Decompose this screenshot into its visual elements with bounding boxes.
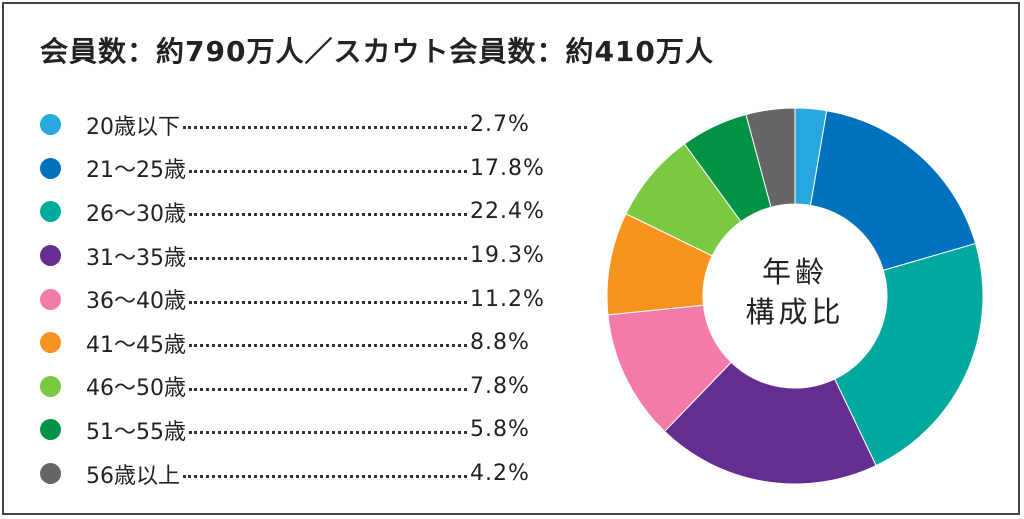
legend-swatch (40, 157, 61, 179)
leader-dots (189, 169, 467, 173)
legend-label: 31～35歳 (86, 245, 186, 271)
legend-label: 26～30歳 (86, 201, 186, 227)
legend-swatch (40, 419, 61, 441)
chart-title: 会員数：約790万人／スカウト会員数：約410万人 (40, 35, 714, 68)
legend-item: 36～40歳 11.2% (40, 277, 545, 321)
legend: 20歳以下 2.7% 21～25歳 17.8% 26～30歳 22.4% 31～35歳 19.… (40, 103, 545, 495)
legend-value: 4.2% (470, 461, 530, 487)
legend-value: 11.2% (470, 286, 545, 312)
legend-item: 46～50歳 7.8% (40, 365, 545, 409)
leader-dots (183, 475, 467, 479)
legend-item: 26～30歳 22.4% (40, 190, 545, 234)
legend-value: 17.8% (470, 155, 545, 181)
legend-label: 56歳以上 (86, 463, 180, 489)
legend-item: 51～55歳 5.8% (40, 408, 545, 452)
leader-dots (183, 126, 467, 130)
legend-swatch (40, 375, 61, 397)
legend-label: 41～45歳 (86, 332, 186, 358)
legend-swatch (40, 114, 61, 136)
legend-item: 41～45歳 8.8% (40, 321, 545, 365)
leader-dots (189, 257, 467, 261)
legend-swatch (40, 245, 61, 267)
center-label-line-1: 年齢 (761, 255, 828, 289)
legend-item: 31～35歳 19.3% (40, 234, 545, 278)
legend-item: 21～25歳 17.8% (40, 147, 545, 191)
legend-value: 7.8% (470, 373, 530, 399)
legend-label: 46～50歳 (86, 376, 186, 402)
center-label: 年齢 構成比 (715, 252, 875, 332)
donut-slice (663, 361, 877, 485)
legend-value: 2.7% (470, 112, 530, 138)
leader-dots (189, 387, 467, 391)
donut-slice (834, 242, 984, 467)
legend-item: 56歳以上 4.2% (40, 452, 545, 496)
legend-value: 8.8% (470, 330, 530, 356)
legend-value: 22.4% (470, 199, 545, 225)
leader-dots (189, 344, 467, 348)
legend-swatch (40, 201, 61, 223)
legend-value: 19.3% (470, 243, 545, 269)
legend-label: 20歳以下 (86, 114, 180, 140)
legend-label: 51～55歳 (86, 419, 186, 445)
leader-dots (189, 431, 467, 435)
donut-slice (745, 107, 796, 208)
legend-swatch (40, 463, 61, 485)
legend-item: 20歳以下 2.7% (40, 103, 545, 147)
donut-slice (809, 110, 977, 271)
legend-swatch (40, 288, 61, 310)
legend-label: 36～40歳 (86, 289, 186, 315)
legend-label: 21～25歳 (86, 158, 186, 184)
legend-value: 5.8% (470, 417, 530, 443)
leader-dots (189, 213, 467, 217)
center-label-line-2: 構成比 (745, 295, 845, 329)
leader-dots (189, 300, 467, 304)
legend-swatch (40, 332, 61, 354)
